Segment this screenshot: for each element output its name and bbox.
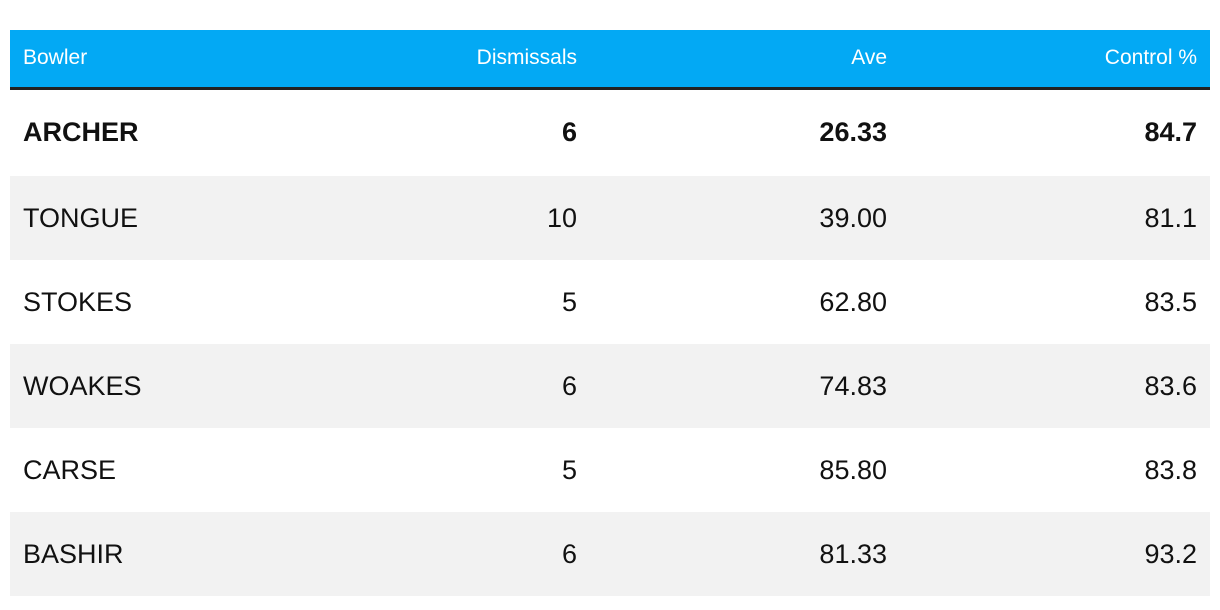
cell-control: 83.5 [1144, 286, 1197, 317]
cell-ave: 62.80 [819, 286, 887, 317]
column-header-control: Control % [900, 30, 1210, 90]
table-header: Bowler Dismissals Ave Control % [10, 30, 1210, 90]
cell-dismissals: 10 [400, 176, 590, 260]
table-row: ARCHER 6 26.33 84.7 [10, 88, 1210, 176]
cell-dismissals: 5 [561, 454, 577, 485]
table-body: ARCHER 6 26.33 84.7 TONGUE 10 39.00 81.1 STOKES 5… [10, 88, 1210, 596]
cell-bowler: TONGUE [10, 176, 400, 260]
cell-ave: 85.80 [819, 454, 887, 485]
table-row: STOKES 5 62.80 83.5 [10, 260, 1210, 344]
cell-control: 84.7 [1144, 117, 1197, 148]
cell-dismissals: 6 [561, 117, 577, 148]
cell-bowler: WOAKES [10, 344, 400, 428]
cell-control: 83.6 [900, 344, 1210, 428]
cell-bowler: STOKES [23, 286, 133, 317]
cell-dismissals: 5 [561, 286, 577, 317]
cell-control: 93.2 [900, 512, 1210, 596]
cell-control: 83.8 [1144, 454, 1197, 485]
column-header-dismissals: Dismissals [400, 30, 590, 90]
column-header-bowler: Bowler [10, 30, 400, 90]
cell-dismissals: 6 [400, 512, 590, 596]
cell-bowler: BASHIR [10, 512, 400, 596]
table-row: WOAKES 6 74.83 83.6 [10, 344, 1210, 428]
header-row: Bowler Dismissals Ave Control % [10, 30, 1210, 90]
bowling-stats-table-container: Bowler Dismissals Ave Control % ARCHER 6 2… [10, 30, 1210, 596]
table-row: TONGUE 10 39.00 81.1 [10, 176, 1210, 260]
cell-ave: 26.33 [819, 117, 887, 148]
table-row: CARSE 5 85.80 83.8 [10, 428, 1210, 512]
cell-ave: 39.00 [590, 176, 900, 260]
cell-control: 81.1 [900, 176, 1210, 260]
column-header-ave: Ave [590, 30, 900, 90]
cell-ave: 74.83 [590, 344, 900, 428]
cell-bowler: ARCHER [23, 117, 139, 148]
table-row: BASHIR 6 81.33 93.2 [10, 512, 1210, 596]
bowling-stats-table: Bowler Dismissals Ave Control % ARCHER 6 2… [10, 30, 1210, 596]
cell-ave: 81.33 [590, 512, 900, 596]
cell-bowler: CARSE [23, 454, 117, 485]
cell-dismissals: 6 [400, 344, 590, 428]
